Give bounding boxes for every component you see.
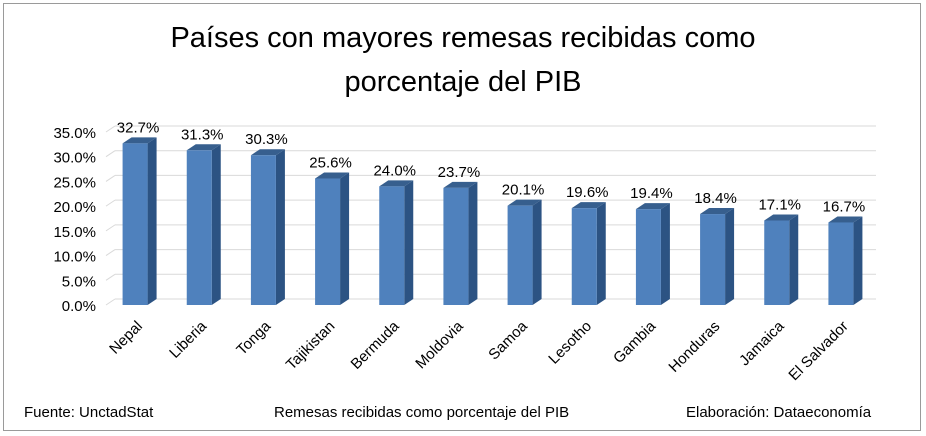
y-gridline-side [105,199,116,207]
x-tick-label: Liberia [166,317,210,361]
bar-side [468,181,478,305]
y-tick-label: 25.0% [53,174,96,191]
y-tick-label: 5.0% [62,273,96,290]
data-label: 19.4% [630,185,673,202]
y-gridline-side [105,125,116,133]
y-tick-label: 10.0% [53,249,96,266]
bar-side [853,216,863,305]
y-tick-label: 20.0% [53,199,96,216]
data-label: 30.3% [245,131,288,148]
data-label: 17.1% [758,196,801,213]
x-tick-label: Gambia [610,317,660,367]
bar-top [507,199,542,206]
x-tick-label: El Salvador [785,318,851,384]
bar-top [379,180,414,187]
bar-front [315,178,341,305]
bar [507,199,542,305]
bar [250,149,285,305]
bar-top [443,181,478,188]
data-label: 32.7% [117,119,160,136]
source-note: Fuente: UnctadStat [24,404,154,421]
y-tick-label: 35.0% [53,125,96,142]
bar-side [340,172,350,305]
bar-side [275,149,285,305]
chart-frame: Países con mayores remesas recibidas com… [3,3,921,431]
chart-title-line-1: Países con mayores remesas recibidas com… [170,22,756,54]
bar [443,181,478,305]
data-label: 18.4% [694,190,737,207]
x-tick-label: Samoa [485,317,531,363]
bar-top [764,214,799,221]
bar [571,202,606,305]
bar-front [443,187,469,305]
bar-side [404,180,414,305]
bar-top [828,216,863,223]
bar-top [250,149,285,156]
data-label: 25.6% [309,154,352,171]
bar-top [122,137,157,144]
bar-top [635,203,670,210]
x-tick-label: Lesotho [545,318,595,368]
bar-front [379,186,405,305]
x-tick-label: Honduras [665,318,723,376]
bar-side [532,199,542,305]
bar-side [596,202,606,305]
bar-side [211,144,221,305]
data-label: 24.0% [373,162,416,179]
bar [186,144,221,305]
chart-title-line-2: porcentaje del PIB [344,66,582,98]
bar-side [147,137,157,305]
bar [828,216,863,305]
bar-front [828,222,854,305]
x-tick-label: Nepal [106,318,146,358]
bar-front [700,214,726,305]
bar [379,180,414,305]
data-label: 16.7% [823,198,866,215]
x-tick-label: Jamaica [736,317,788,369]
bar-front [635,209,661,305]
bar [700,208,735,305]
y-gridline-side [105,298,116,306]
y-gridline-side [105,273,116,281]
y-gridline-side [105,249,116,256]
bar-front [571,208,597,305]
bar-top [315,172,350,179]
credit-note: Elaboración: Dataeconomía [686,404,872,421]
y-gridline-side [105,175,116,182]
bar-side [725,208,735,305]
bar-side [789,214,799,305]
bar-top [186,144,221,151]
bar [122,137,157,305]
bar-front [507,205,533,305]
bar-front [186,150,212,305]
data-label: 23.7% [438,164,481,181]
y-tick-label: 15.0% [53,224,96,241]
bar [315,172,350,305]
x-tick-label: Tonga [233,317,274,358]
data-label: 19.6% [566,184,609,201]
chart-title: Países con mayores remesas recibidas com… [4,16,922,104]
bar-side [660,203,670,305]
bar [635,203,670,305]
y-gridline-side [105,224,116,232]
bar-top [700,208,735,215]
x-tick-label: Bermuda [348,317,404,373]
bar [764,214,799,305]
x-tick-label: Tajikistan [283,318,339,374]
y-tick-label: 30.0% [53,150,96,167]
bar-chart: 0.0% 5.0% 10.0% 15.0% 20.0% 25.0% 30.0% 35.0% 32… [53,119,876,384]
bar-front [250,155,276,305]
y-tick-label: 0.0% [62,298,96,315]
data-label: 31.3% [181,126,224,143]
bar-front [122,143,148,305]
bar-front [764,220,790,305]
bar-top [571,202,606,209]
chart-caption: Remesas recibidas como porcentaje del PI… [274,404,570,421]
x-tick-label: Moldovia [412,317,467,372]
data-label: 20.1% [502,182,545,199]
y-gridline-side [105,150,116,158]
